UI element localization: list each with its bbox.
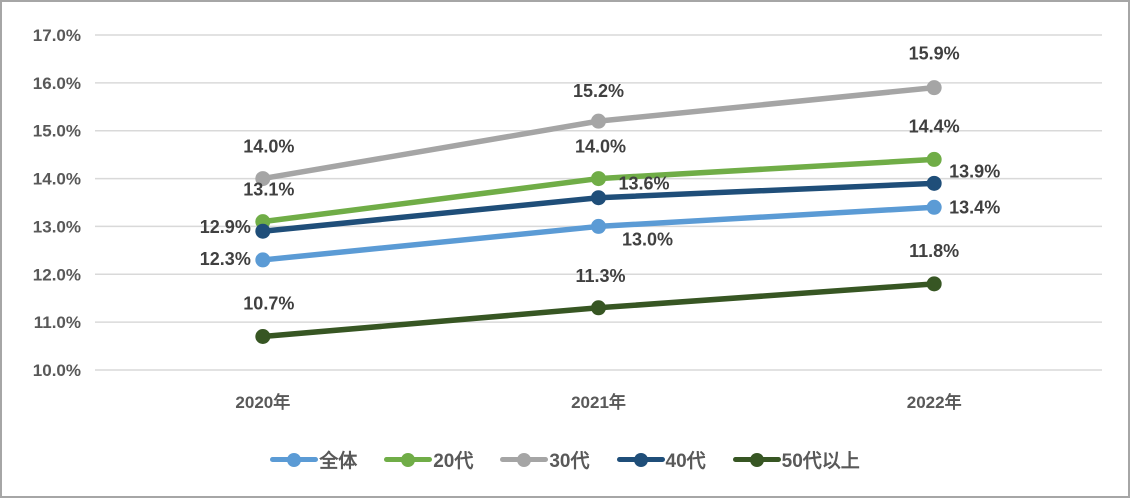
data-label-30s-2020年: 14.0% (243, 137, 294, 157)
legend-item-overall: 全体 (270, 446, 357, 473)
y-axis-tick-label: 11.0% (34, 313, 81, 332)
data-label-40s-2022年: 13.9% (949, 161, 1000, 181)
legend-dot-icon (633, 452, 648, 467)
data-label-50s-plus-2020年: 10.7% (243, 294, 294, 314)
data-label-40s-2020年: 12.9% (200, 217, 251, 237)
data-point-30s-2021年 (591, 113, 606, 129)
y-axis-tick-label: 13.0% (33, 217, 81, 236)
data-point-50s-plus-2021年 (591, 300, 606, 316)
legend-label-50s-plus: 50代以上 (781, 451, 860, 472)
data-label-30s-2022年: 15.9% (909, 44, 960, 64)
legend-line-marker-icon (616, 452, 665, 467)
legend-dot-icon (517, 452, 532, 467)
legend-label-overall: 全体 (319, 451, 358, 472)
legend-label-30s: 30代 (549, 451, 590, 472)
data-point-20s-2021年 (591, 171, 606, 187)
data-point-30s-2020年 (255, 171, 271, 187)
data-point-30s-2022年 (926, 80, 942, 96)
data-label-overall-2021年: 13.0% (622, 229, 673, 249)
chart-legend: 全体 20代 30代 40代 50代以上 (2, 446, 1128, 473)
data-point-50s-plus-2020年 (255, 329, 271, 344)
data-label-50s-plus-2021年: 11.3% (575, 266, 625, 286)
legend-dot-icon (749, 452, 764, 467)
data-label-20s-2020年: 13.1% (243, 180, 294, 200)
y-axis-tick-label: 10.0% (33, 361, 81, 380)
legend-item-30s: 30代 (500, 446, 590, 473)
data-point-overall-2020年 (255, 252, 271, 268)
legend-line-marker-icon (500, 452, 549, 467)
x-axis-tick-label: 2021年 (571, 392, 626, 412)
legend-item-20s: 20代 (384, 446, 473, 473)
data-point-40s-2020年 (255, 223, 271, 239)
legend-dot-icon (287, 452, 302, 467)
data-point-20s-2022年 (926, 151, 942, 167)
data-point-overall-2022年 (926, 199, 942, 215)
data-point-50s-plus-2022年 (926, 276, 942, 292)
data-label-overall-2020年: 12.3% (200, 249, 251, 269)
legend-item-40s: 40代 (616, 446, 706, 473)
data-point-40s-2022年 (926, 175, 942, 191)
y-axis-tick-label: 15.0% (33, 122, 81, 141)
legend-item-50s-plus: 50代以上 (732, 446, 860, 473)
data-label-overall-2022年: 13.4% (949, 197, 1000, 217)
data-label-40s-2021年: 13.6% (619, 174, 670, 194)
data-label-50s-plus-2022年: 11.8% (909, 241, 959, 261)
y-axis-tick-label: 16.0% (33, 74, 81, 93)
legend-dot-icon (401, 452, 416, 467)
legend-line-marker-icon (384, 452, 433, 467)
y-axis-tick-label: 12.0% (33, 265, 81, 284)
legend-line-marker-icon (270, 452, 319, 467)
legend-label-40s: 40代 (665, 451, 706, 472)
y-axis-tick-label: 14.0% (33, 170, 81, 189)
data-point-overall-2021年 (591, 218, 606, 234)
data-label-20s-2022年: 14.4% (909, 116, 960, 136)
x-axis-tick-label: 2020年 (235, 392, 290, 412)
legend-line-marker-icon (732, 452, 781, 467)
data-point-40s-2021年 (591, 190, 606, 206)
y-axis-tick-label: 17.0% (33, 26, 81, 45)
legend-label-20s: 20代 (433, 451, 474, 472)
line-chart-plot: 10.0% 11.0% 12.0% 13.0% 14.0% 15.0% 16.0% 17.0%… (33, 26, 1102, 412)
data-label-30s-2021年: 15.2% (573, 81, 624, 101)
x-axis-tick-label: 2022年 (907, 392, 962, 412)
data-label-20s-2021年: 14.0% (575, 137, 626, 157)
